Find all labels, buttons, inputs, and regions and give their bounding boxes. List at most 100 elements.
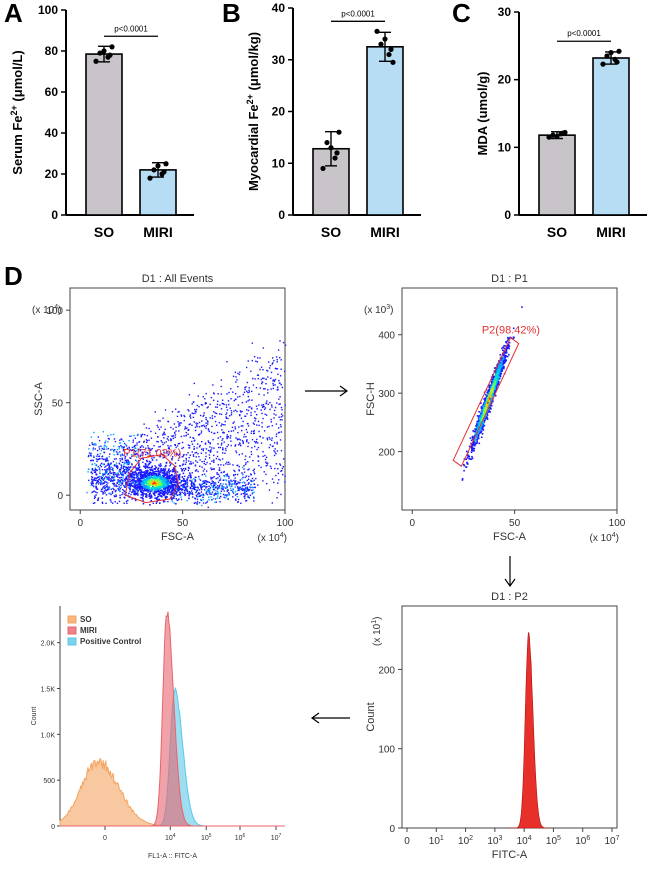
event-point [152,480,154,483]
event-point [147,481,149,483]
event-point [491,400,494,403]
event-point [157,468,159,470]
event-point [143,471,145,473]
event-point [196,425,198,428]
event-point [125,468,128,470]
event-point [198,421,201,424]
event-point [470,458,473,460]
event-point [152,473,155,476]
event-point [91,467,94,470]
event-point [254,378,256,380]
event-point [153,476,155,479]
event-point [223,432,225,434]
event-point [126,469,129,471]
event-point [155,488,157,491]
event-point [208,481,211,484]
event-point [505,350,508,352]
event-point [156,486,158,489]
event-point [481,423,483,425]
event-point [279,463,281,465]
event-point [142,499,144,502]
event-point [208,496,210,498]
event-point [487,396,489,399]
event-point [153,492,156,495]
event-point [172,479,175,481]
event-point [195,422,197,424]
event-point [250,453,253,456]
event-point [227,498,229,500]
event-point [199,479,202,481]
event-point [94,496,96,498]
event-point [123,461,126,464]
event-point [92,482,94,485]
event-point [179,482,181,484]
event-point [198,405,200,408]
event-point [165,474,168,476]
event-point [247,478,250,480]
event-point [499,367,502,370]
event-point [142,485,144,487]
event-point [258,393,260,395]
event-point [252,459,254,462]
event-point [247,409,250,412]
event-point [159,486,162,489]
event-point [172,450,175,452]
event-point [256,438,258,441]
event-point [244,482,246,484]
event-point [194,452,196,454]
event-point [134,444,136,447]
event-point [107,469,109,471]
event-point [263,394,265,396]
event-point [497,374,499,377]
event-point [136,487,139,489]
event-point [129,475,131,478]
event-point [129,478,131,480]
event-point [148,495,150,498]
event-point [106,448,108,450]
event-point [165,481,168,483]
event-point [192,477,195,480]
event-point [133,476,136,479]
event-point [273,481,275,484]
event-point [508,341,511,344]
event-point [103,458,105,460]
event-point [180,487,182,490]
event-point [202,448,205,450]
event-point [480,417,482,419]
event-point [244,415,247,417]
event-point [160,452,162,455]
event-point [110,449,112,451]
event-point [215,477,217,480]
event-point [213,411,215,413]
event-point [270,418,272,421]
event-point [164,466,166,468]
event-point [230,430,233,432]
event-point [171,457,173,460]
event-point [241,466,244,469]
event-point [108,456,111,458]
event-point [200,494,203,496]
event-point [157,426,159,428]
event-point [176,453,179,455]
event-point [481,428,484,430]
event-point [118,500,121,503]
event-point [228,481,230,484]
event-point [191,492,193,494]
event-point [193,484,196,487]
event-point [483,402,485,405]
event-point [162,457,164,459]
event-point [170,438,172,440]
event-point [133,484,136,487]
event-point [257,456,260,458]
event-point [167,454,169,456]
event-point [210,467,212,469]
event-point [111,468,113,471]
event-point [502,359,505,362]
event-point [218,475,221,477]
event-point [234,470,236,473]
event-point [164,469,166,471]
event-point [108,478,110,480]
event-point [226,437,228,440]
event-point [264,407,267,409]
